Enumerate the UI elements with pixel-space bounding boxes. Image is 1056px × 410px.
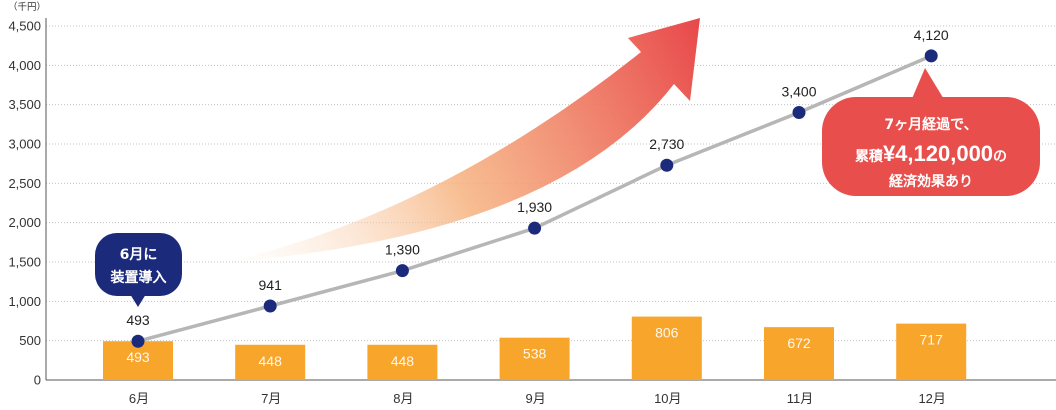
- data-point-label: 2,730: [649, 136, 684, 152]
- bar: [896, 323, 967, 380]
- start-callout: 6月に 装置導入: [95, 233, 182, 307]
- y-tick-label: 1,000: [8, 294, 41, 309]
- bar-value-label: 672: [787, 335, 811, 351]
- bar: [499, 337, 570, 380]
- result-callout-suffix: の: [993, 149, 1007, 165]
- y-tick-label: 500: [19, 333, 41, 348]
- result-callout: 7ヶ月経過で、 累積¥4,120,000の 経済効果あり: [822, 68, 1040, 196]
- gridlines: [46, 25, 1056, 342]
- bar-value-label: 717: [920, 332, 944, 348]
- monthly-bars: [103, 316, 967, 380]
- cumulative-point-labels: 493 941 1,390 1,930 2,730 3,400 4,120: [126, 27, 949, 328]
- bar-value-labels: 493 448 448 538 806 672 717: [126, 325, 943, 369]
- bar: [764, 327, 834, 380]
- x-tick-label: 12月: [918, 391, 945, 406]
- x-tick-label: 8月: [393, 391, 413, 406]
- data-point: [792, 106, 806, 120]
- cumulative-points: [131, 49, 938, 348]
- result-callout-pointer: [911, 68, 945, 101]
- data-point-label: 4,120: [914, 27, 949, 43]
- data-point-label: 493: [126, 312, 150, 328]
- x-axis-tick-labels: 6月 7月 8月 9月 10月 11月 12月: [129, 391, 946, 406]
- data-point: [263, 299, 277, 313]
- y-tick-label: 2,000: [8, 215, 41, 230]
- start-callout-line-2: 装置導入: [110, 269, 167, 286]
- x-tick-label: 10月: [654, 391, 681, 406]
- data-point: [395, 264, 409, 278]
- data-point-label: 941: [259, 277, 283, 293]
- x-tick-label: 7月: [261, 391, 281, 406]
- bar: [631, 316, 702, 380]
- y-tick-label: 0: [34, 373, 41, 388]
- y-tick-label: 3,000: [8, 137, 41, 152]
- bar-value-label: 493: [126, 349, 150, 365]
- bar: [367, 344, 438, 380]
- trend-arrow: [228, 18, 700, 262]
- result-callout-amount: ¥4,120,000: [883, 141, 993, 166]
- y-axis-tick-labels: 0 500 1,000 1,500 2,000 2,500 3,000 3,500 4,000 4…: [8, 19, 41, 388]
- bar-value-label: 806: [655, 325, 679, 341]
- x-tick-label: 6月: [129, 391, 149, 406]
- y-tick-label: 4,000: [8, 58, 41, 73]
- bar-value-label: 448: [259, 353, 283, 369]
- data-point: [924, 49, 938, 63]
- bar: [235, 344, 306, 380]
- y-axis-unit-label: （千円）: [8, 1, 46, 13]
- start-callout-bubble: [95, 233, 182, 296]
- start-callout-pointer: [130, 294, 146, 307]
- start-callout-line-1: 6月に: [120, 247, 158, 263]
- data-point-label: 1,390: [385, 242, 420, 258]
- bar-value-label: 448: [391, 353, 415, 369]
- result-callout-bubble: [822, 97, 1040, 196]
- result-callout-line-2: 累積¥4,120,000の: [855, 141, 1007, 166]
- bar-value-label: 538: [523, 346, 547, 362]
- result-callout-line-3: 経済効果あり: [889, 173, 973, 190]
- x-tick-label: 9月: [525, 391, 545, 406]
- data-point-label: 1,930: [517, 199, 552, 215]
- data-point: [528, 221, 542, 235]
- x-tick-label: 11月: [787, 391, 814, 406]
- data-point-label: 3,400: [781, 84, 816, 100]
- data-point: [131, 334, 145, 348]
- y-tick-label: 4,500: [8, 19, 41, 34]
- y-tick-label: 3,500: [8, 97, 41, 112]
- data-point: [660, 158, 674, 172]
- result-callout-prefix: 累積: [855, 148, 884, 165]
- y-tick-label: 1,500: [8, 255, 41, 270]
- result-callout-line-1: 7ヶ月経過で、: [884, 116, 977, 133]
- y-tick-label: 2,500: [8, 176, 41, 191]
